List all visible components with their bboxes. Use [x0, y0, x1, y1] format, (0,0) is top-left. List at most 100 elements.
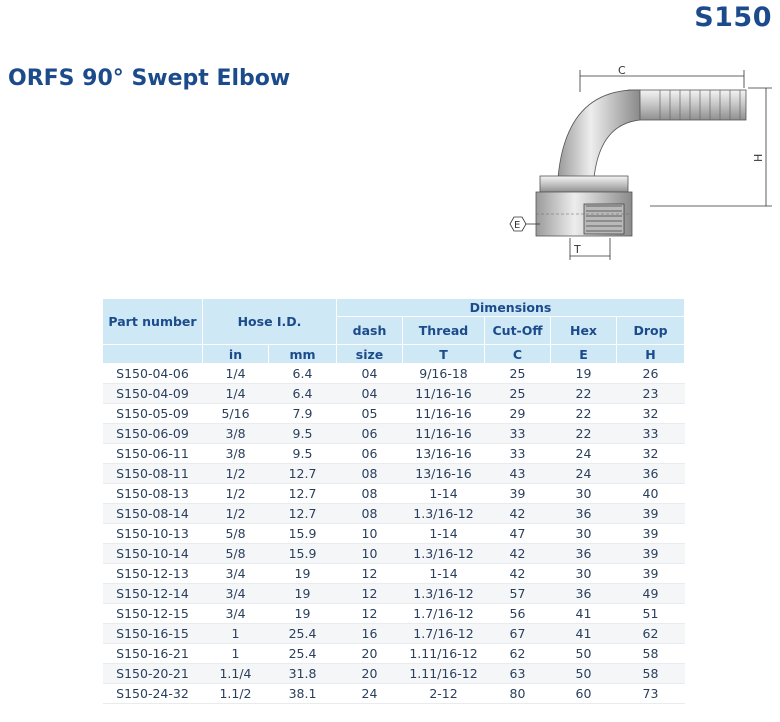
dimensions-table: Part number Hose I.D. Dimensions dash Th…	[102, 298, 685, 704]
cell-cut-off: 25	[484, 363, 551, 384]
cell-thread: 13/16-16	[402, 463, 485, 484]
table-row: S150-04-06 1/4 6.4 04 9/16-18 25 19 26	[102, 363, 685, 384]
cell-drop: 33	[616, 423, 685, 444]
header-size: size	[336, 344, 403, 364]
cell-hose-in: 1	[202, 643, 269, 664]
header-cut-off: Cut-Off	[484, 316, 551, 345]
cell-hose-in: 5/8	[202, 543, 269, 564]
cell-dash-size: 12	[336, 583, 403, 604]
table-row: S150-08-13 1/2 12.7 08 1-14 39 30 40	[102, 483, 685, 504]
cell-hex: 22	[550, 423, 617, 444]
table-row: S150-12-13 3/4 19 12 1-14 42 30 39	[102, 563, 685, 584]
cell-hex: 30	[550, 563, 617, 584]
cell-cut-off: 67	[484, 623, 551, 644]
product-code: S150	[694, 2, 772, 33]
cell-hex: 41	[550, 623, 617, 644]
cell-part-number: S150-24-32	[102, 683, 203, 704]
table-row: S150-08-14 1/2 12.7 08 1.3/16-12 42 36 39	[102, 503, 685, 524]
cell-hose-in: 5/16	[202, 403, 269, 424]
cell-drop: 58	[616, 643, 685, 664]
cell-hex: 36	[550, 543, 617, 564]
cell-thread: 1.3/16-12	[402, 583, 485, 604]
cell-part-number: S150-16-15	[102, 623, 203, 644]
table-row: S150-10-14 5/8 15.9 10 1.3/16-12 42 36 39	[102, 543, 685, 564]
header-hose-id: Hose I.D.	[202, 298, 337, 345]
cell-hex: 36	[550, 583, 617, 604]
cell-part-number: S150-05-09	[102, 403, 203, 424]
cell-hose-in: 1/2	[202, 483, 269, 504]
cell-drop: 73	[616, 683, 685, 704]
cell-drop: 32	[616, 403, 685, 424]
cell-part-number: S150-10-13	[102, 523, 203, 544]
cell-cut-off: 47	[484, 523, 551, 544]
cell-cut-off: 42	[484, 503, 551, 524]
cell-hex: 24	[550, 463, 617, 484]
cell-part-number: S150-20-21	[102, 663, 203, 684]
cell-thread: 1-14	[402, 483, 485, 504]
cell-drop: 23	[616, 383, 685, 404]
page-title: ORFS 90° Swept Elbow	[8, 66, 291, 91]
cell-cut-off: 63	[484, 663, 551, 684]
label-h: H	[752, 154, 765, 162]
cell-hex: 24	[550, 443, 617, 464]
cell-hose-in: 3/8	[202, 423, 269, 444]
cell-hose-in: 1/2	[202, 463, 269, 484]
cell-part-number: S150-04-09	[102, 383, 203, 404]
cell-cut-off: 56	[484, 603, 551, 624]
table-row: S150-20-21 1.1/4 31.8 20 1.11/16-12 63 50 58	[102, 663, 685, 684]
cell-hose-mm: 12.7	[268, 483, 337, 504]
cell-hose-mm: 12.7	[268, 503, 337, 524]
cell-hose-mm: 19	[268, 563, 337, 584]
label-e: E	[514, 220, 520, 231]
cell-hose-in: 5/8	[202, 523, 269, 544]
cell-hex: 36	[550, 503, 617, 524]
cell-dash-size: 08	[336, 463, 403, 484]
cell-dash-size: 10	[336, 543, 403, 564]
cell-dash-size: 04	[336, 363, 403, 384]
cell-thread: 1.11/16-12	[402, 643, 485, 664]
cell-drop: 40	[616, 483, 685, 504]
cell-drop: 49	[616, 583, 685, 604]
cell-hose-mm: 9.5	[268, 423, 337, 444]
cell-drop: 62	[616, 623, 685, 644]
cell-hex: 30	[550, 483, 617, 504]
cell-hex: 50	[550, 643, 617, 664]
cell-cut-off: 39	[484, 483, 551, 504]
cell-hose-in: 1/4	[202, 383, 269, 404]
cell-drop: 39	[616, 503, 685, 524]
cell-cut-off: 33	[484, 443, 551, 464]
header-t: T	[402, 344, 485, 364]
cell-part-number: S150-06-09	[102, 423, 203, 444]
header-e: E	[550, 344, 617, 364]
header-dash: dash	[336, 316, 403, 345]
table-row: S150-04-09 1/4 6.4 04 11/16-16 25 22 23	[102, 383, 685, 404]
table-row: S150-12-15 3/4 19 12 1.7/16-12 56 41 51	[102, 603, 685, 624]
header-dimensions: Dimensions	[336, 298, 685, 317]
cell-cut-off: 57	[484, 583, 551, 604]
cell-hose-in: 3/4	[202, 563, 269, 584]
cell-hose-in: 3/8	[202, 443, 269, 464]
table-row: S150-10-13 5/8 15.9 10 1-14 47 30 39	[102, 523, 685, 544]
cell-cut-off: 42	[484, 563, 551, 584]
header-unit-in: in	[202, 344, 269, 364]
header-h: H	[616, 344, 685, 364]
cell-hose-mm: 25.4	[268, 623, 337, 644]
cell-part-number: S150-04-06	[102, 363, 203, 384]
cell-thread: 2-12	[402, 683, 485, 704]
cell-hose-mm: 9.5	[268, 443, 337, 464]
cell-hose-in: 1	[202, 623, 269, 644]
cell-hose-mm: 25.4	[268, 643, 337, 664]
cell-cut-off: 42	[484, 543, 551, 564]
cell-dash-size: 20	[336, 663, 403, 684]
cell-hose-in: 3/4	[202, 603, 269, 624]
label-c: C	[618, 64, 626, 77]
cell-drop: 32	[616, 443, 685, 464]
table-row: S150-12-14 3/4 19 12 1.3/16-12 57 36 49	[102, 583, 685, 604]
header-thread: Thread	[402, 316, 485, 345]
cell-thread: 11/16-16	[402, 423, 485, 444]
cell-hose-mm: 12.7	[268, 463, 337, 484]
cell-hex: 22	[550, 403, 617, 424]
table-row: S150-06-11 3/8 9.5 06 13/16-16 33 24 32	[102, 443, 685, 464]
table-row: S150-08-11 1/2 12.7 08 13/16-16 43 24 36	[102, 463, 685, 484]
cell-dash-size: 20	[336, 643, 403, 664]
